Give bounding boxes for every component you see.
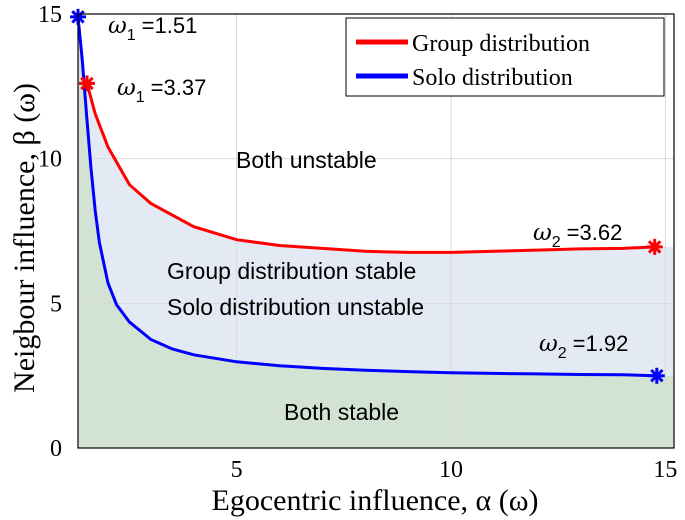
y-tick-label: 5: [50, 291, 62, 317]
legend-box: [345, 17, 665, 97]
annotation-group-omega1: ω1 =3.37: [117, 75, 206, 106]
annotation-symbol: ω: [117, 75, 136, 101]
y-tick-labels: 0 5 10 15: [38, 2, 62, 462]
legend: Group distribution Solo distribution: [345, 17, 665, 97]
both-stable-region: [78, 16, 674, 449]
legend-label-group: Group distribution: [412, 31, 590, 57]
x-tick-labels: 5 10 15: [231, 457, 678, 483]
annotation-solo-omega1: ω1 =1.51: [108, 13, 197, 44]
x-axis-label: Egocentric influence, α (ω): [212, 484, 539, 517]
annotation-symbol: ω: [539, 331, 558, 357]
annotation-subscript: 2: [552, 234, 561, 251]
annotation-symbol: ω: [108, 13, 127, 39]
region-label-group-stable: Group distribution stable: [167, 258, 416, 284]
group-distribution-line: [85, 83, 655, 254]
x-tick-label: 10: [439, 457, 463, 483]
y-tick-label: 0: [50, 436, 62, 462]
group-stable-solo-unstable-region: [86, 83, 675, 376]
annotation-solo-omega2: ω2 =1.92: [539, 331, 628, 362]
x-tick-label: 5: [231, 457, 243, 483]
y-tick-label: 15: [38, 2, 62, 28]
legend-label-solo: Solo distribution: [412, 65, 573, 91]
y-axis-label: Neigbour influence, β (ω): [8, 83, 41, 393]
region-label-both-stable: Both stable: [284, 399, 399, 425]
x-tick-label: 15: [653, 457, 677, 483]
annotation-value: =1.92: [573, 331, 629, 356]
solo-distribution-line: [76, 16, 657, 378]
annotation-subscript: 1: [127, 27, 136, 44]
annotation-value: =3.62: [567, 220, 623, 245]
annotation-value: =1.51: [142, 13, 198, 38]
plot-area: [70, 8, 675, 449]
annotation-subscript: 2: [558, 345, 567, 362]
region-label-solo-unstable: Solo distribution unstable: [167, 294, 424, 320]
region-label-both-unstable: Both unstable: [236, 147, 377, 173]
y-tick-label: 10: [38, 147, 62, 173]
marker-annotations: ω1 =1.51 ω1 =3.37 ω2 =3.62 ω2 =1.92: [108, 13, 628, 362]
boundary-marker: [646, 238, 663, 255]
boundary-marker: [79, 75, 95, 92]
annotation-symbol: ω: [533, 220, 552, 246]
annotation-value: =3.37: [151, 75, 207, 100]
annotation-group-omega2: ω2 =3.62: [533, 220, 622, 251]
boundary-marker: [648, 367, 665, 384]
axes-frame: [77, 13, 675, 449]
annotation-subscript: 1: [136, 89, 145, 106]
